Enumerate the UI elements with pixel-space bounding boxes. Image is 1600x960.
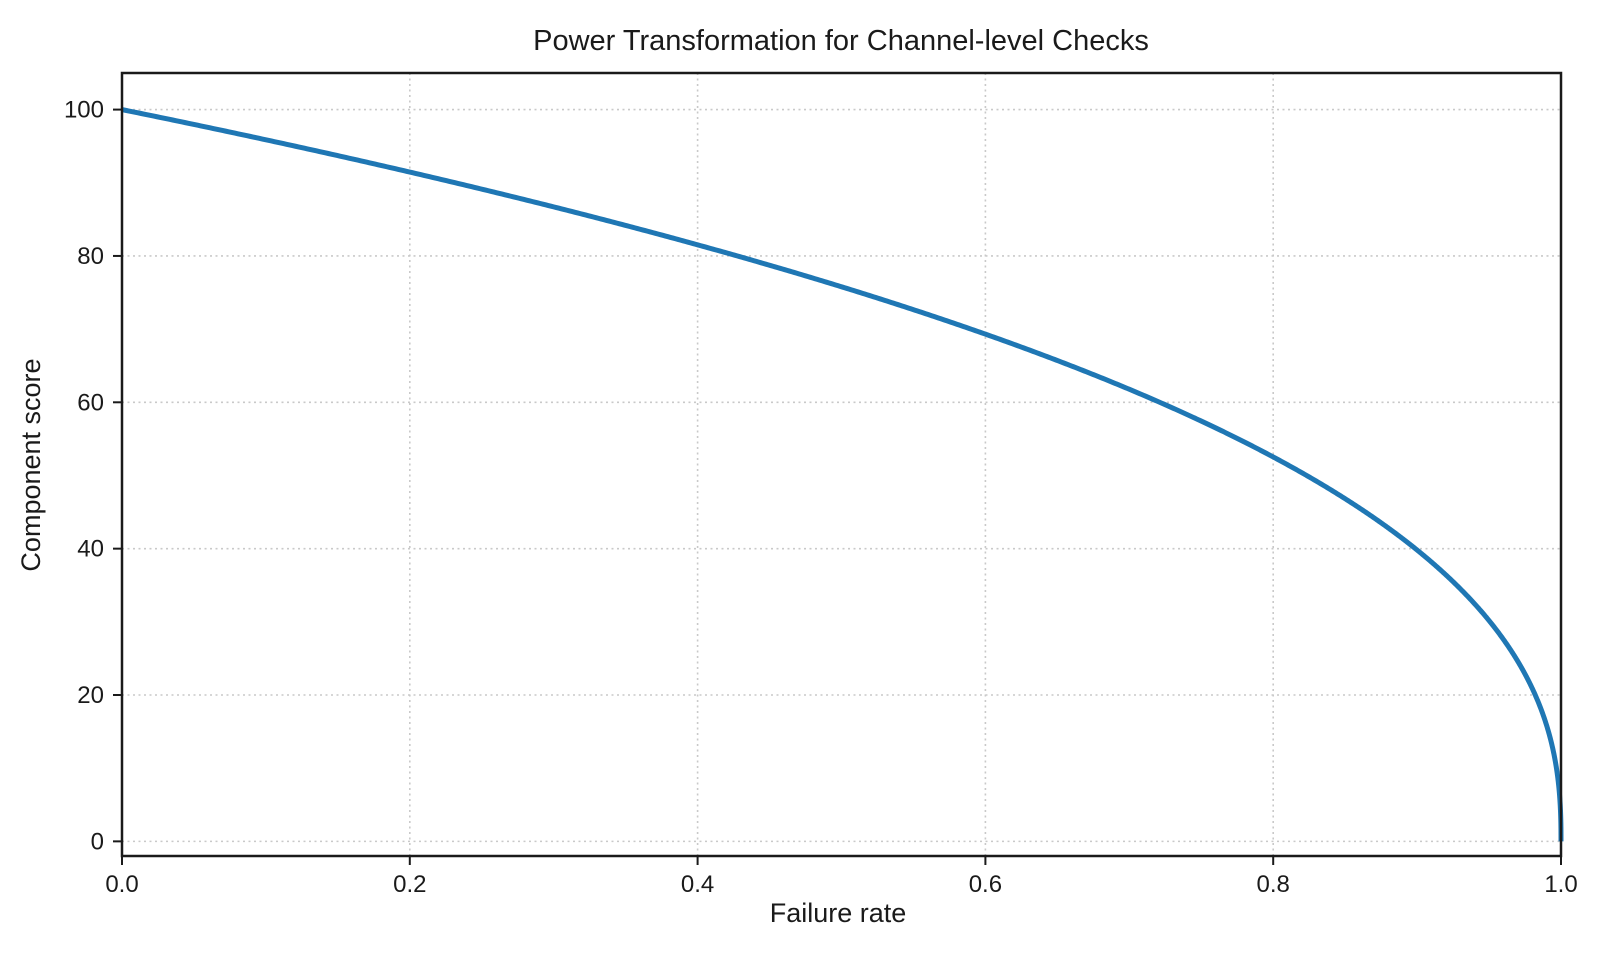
x-tick-label: 0.4	[681, 871, 714, 898]
y-tick-label: 40	[77, 536, 104, 563]
component-score-power-curve	[121, 107, 1564, 842]
plot-frame	[120, 71, 1563, 858]
x-tick-label: 1.0	[1544, 871, 1577, 898]
axes: 0.0 0.2 0.4 0.6 0.8 1.0 0 20 40 60 80 100	[64, 71, 1578, 898]
y-tick-label: 100	[64, 97, 104, 124]
x-axis-label: Failure rate	[770, 898, 907, 928]
y-axis-label: Component score	[16, 358, 46, 571]
gridlines	[121, 73, 1562, 856]
x-tick-label: 0.0	[105, 871, 138, 898]
x-tick-label: 0.6	[969, 871, 1002, 898]
y-tick-label: 20	[77, 682, 104, 709]
curve-layer	[121, 107, 1564, 842]
y-tick-label: 80	[77, 243, 104, 270]
y-tick-label: 0	[91, 828, 104, 855]
x-tick-label: 0.2	[393, 871, 426, 898]
x-tick-label: 0.8	[1257, 871, 1290, 898]
chart-title: Power Transformation for Channel-level C…	[533, 25, 1149, 57]
y-tick-label: 60	[77, 389, 104, 416]
